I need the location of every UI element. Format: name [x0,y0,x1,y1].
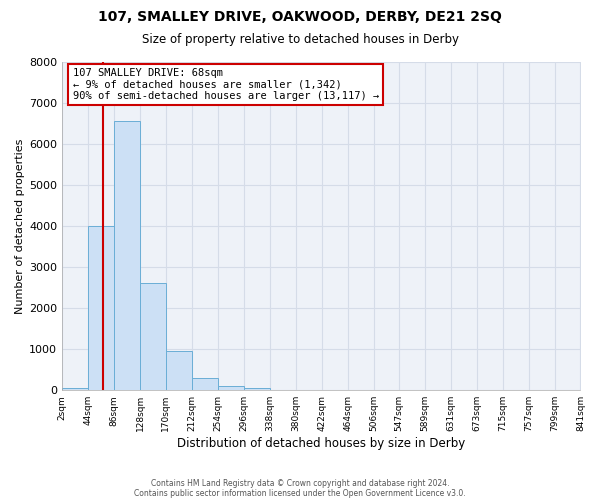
Bar [192,378,218,390]
Bar [218,386,244,390]
Y-axis label: Number of detached properties: Number of detached properties [15,138,25,314]
Text: 107, SMALLEY DRIVE, OAKWOOD, DERBY, DE21 2SQ: 107, SMALLEY DRIVE, OAKWOOD, DERBY, DE21… [98,10,502,24]
Text: Contains HM Land Registry data © Crown copyright and database right 2024.: Contains HM Land Registry data © Crown c… [151,478,449,488]
Bar [62,388,88,390]
Text: 107 SMALLEY DRIVE: 68sqm
← 9% of detached houses are smaller (1,342)
90% of semi: 107 SMALLEY DRIVE: 68sqm ← 9% of detache… [73,68,379,102]
Text: Contains public sector information licensed under the Open Government Licence v3: Contains public sector information licen… [134,488,466,498]
Bar [244,388,270,390]
Bar [166,351,192,390]
Bar [88,226,114,390]
Bar [140,284,166,390]
X-axis label: Distribution of detached houses by size in Derby: Distribution of detached houses by size … [177,437,466,450]
Bar [114,121,140,390]
Text: Size of property relative to detached houses in Derby: Size of property relative to detached ho… [142,32,458,46]
